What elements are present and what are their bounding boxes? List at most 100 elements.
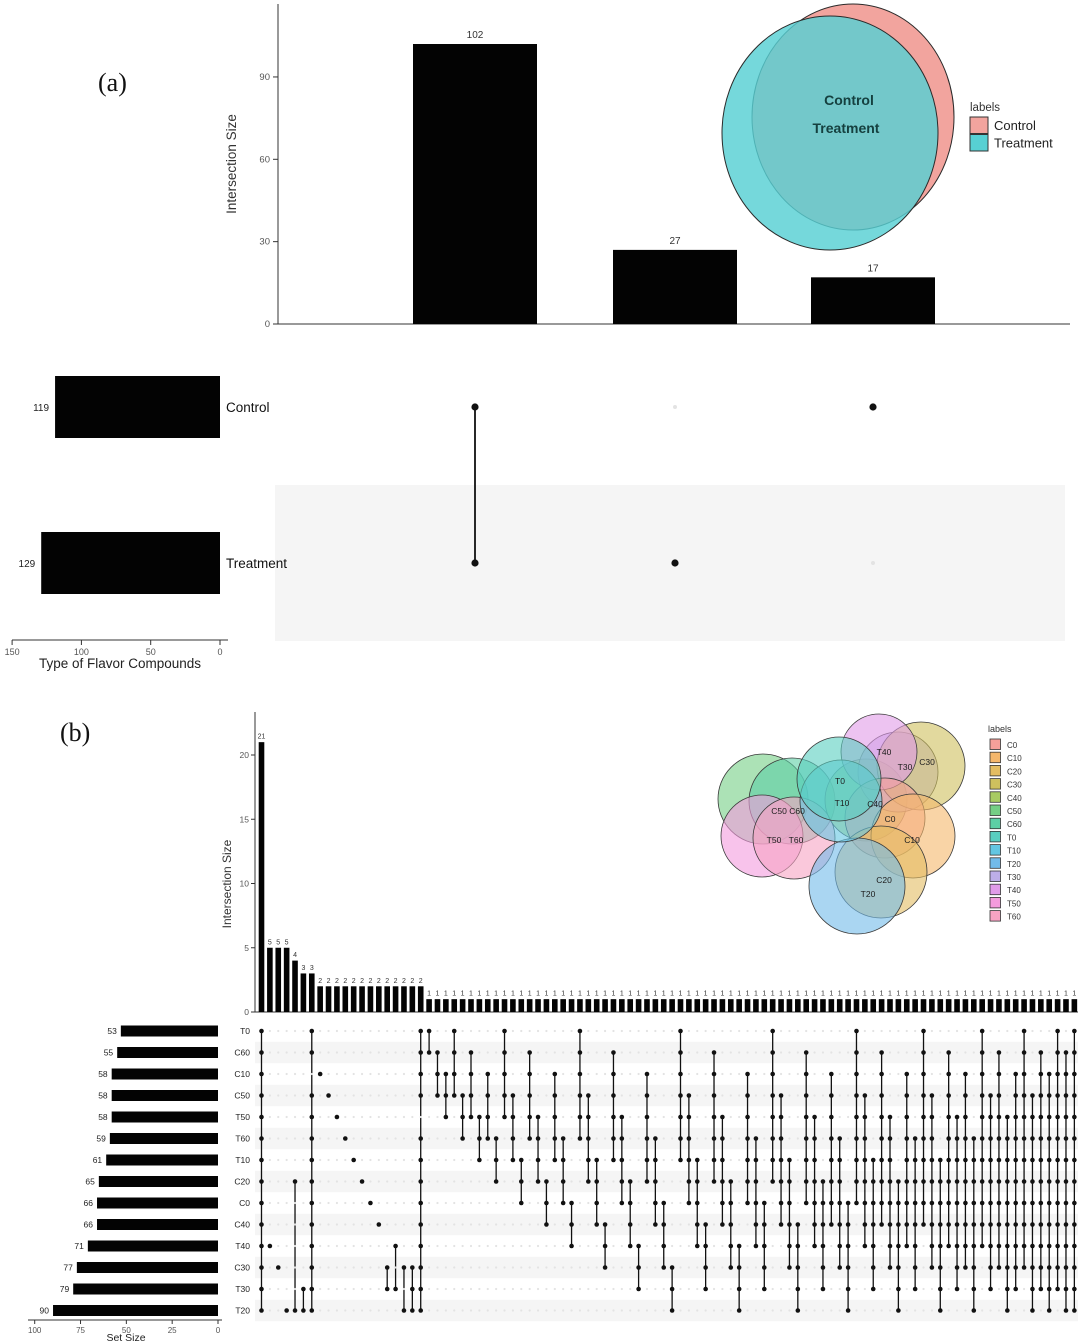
intersection-bar bbox=[401, 986, 407, 1012]
matrix-dot-active bbox=[963, 1136, 968, 1141]
matrix-dot-empty bbox=[444, 1051, 447, 1054]
matrix-dot-active bbox=[778, 1157, 784, 1163]
intersection-bar-value: 1 bbox=[679, 991, 683, 998]
matrix-dot-active bbox=[259, 1265, 264, 1270]
matrix-dot-empty bbox=[964, 1287, 967, 1291]
matrix-dot-active bbox=[611, 1093, 616, 1098]
matrix-dot-active bbox=[493, 1136, 499, 1141]
matrix-dot-empty bbox=[821, 1094, 825, 1097]
matrix-dot-empty bbox=[712, 1244, 716, 1248]
intersection-bar-value: 1 bbox=[670, 991, 674, 998]
legend-entry-label: T20 bbox=[1007, 860, 1021, 869]
matrix-dot-empty bbox=[763, 1051, 766, 1054]
matrix-dot-empty bbox=[779, 1287, 783, 1291]
matrix-dot-empty bbox=[629, 1309, 632, 1312]
matrix-dot-empty bbox=[386, 1158, 389, 1162]
matrix-dot-empty bbox=[855, 1266, 858, 1269]
set-name-label: C30 bbox=[234, 1263, 250, 1273]
matrix-dot-empty bbox=[847, 1029, 850, 1033]
matrix-dot-active bbox=[812, 1136, 817, 1141]
matrix-dot-active bbox=[921, 1050, 926, 1055]
matrix-dot-active bbox=[393, 1286, 398, 1292]
matrix-dot-empty bbox=[872, 1072, 875, 1076]
matrix-dot-empty bbox=[620, 1029, 623, 1033]
intersection-bar bbox=[811, 999, 818, 1012]
matrix-dot-empty bbox=[687, 1309, 690, 1312]
matrix-dot-active bbox=[745, 1136, 750, 1141]
matrix-dot-empty bbox=[369, 1287, 372, 1291]
matrix-dot-empty bbox=[344, 1266, 347, 1269]
intersection-bar bbox=[409, 986, 416, 1012]
matrix-dot-empty bbox=[486, 1266, 489, 1269]
matrix-dot-active bbox=[451, 1093, 457, 1098]
matrix-dot-active bbox=[929, 1222, 935, 1227]
matrix-dot-empty bbox=[293, 1244, 297, 1248]
matrix-dot-active bbox=[720, 1200, 725, 1206]
matrix-dot-empty bbox=[838, 1115, 841, 1119]
matrix-dot-empty bbox=[738, 1094, 741, 1097]
matrix-dot-active bbox=[896, 1308, 901, 1313]
matrix-dot-active bbox=[309, 1050, 315, 1055]
matrix-dot-active bbox=[527, 1114, 532, 1120]
matrix-dot-empty bbox=[654, 1072, 657, 1076]
intersection-bar bbox=[937, 999, 944, 1012]
matrix-dot-active bbox=[1038, 1265, 1044, 1270]
intersection-bar-value: 2 bbox=[343, 978, 347, 985]
matrix-dot-active bbox=[803, 1157, 809, 1163]
matrix-dot-empty bbox=[461, 1223, 464, 1226]
intersection-bar bbox=[1046, 999, 1053, 1012]
matrix-dot-empty bbox=[495, 1309, 498, 1312]
intersection-bar-value: 2 bbox=[385, 978, 389, 985]
matrix-dot-active bbox=[1055, 1265, 1060, 1270]
y-axis-title: Intersection Size bbox=[224, 114, 239, 214]
set-name-label: C20 bbox=[234, 1177, 250, 1187]
matrix-dot-empty bbox=[277, 1287, 280, 1291]
matrix-dot-active bbox=[887, 1136, 893, 1141]
legend-swatch bbox=[989, 738, 1001, 750]
matrix-dot-active bbox=[259, 1157, 264, 1163]
intersection-bar-value: 1 bbox=[561, 991, 565, 998]
matrix-dot-active bbox=[669, 1286, 675, 1292]
matrix-dot-active bbox=[787, 1157, 792, 1163]
matrix-dot-empty bbox=[478, 1180, 481, 1183]
intersection-bar bbox=[660, 999, 667, 1012]
matrix-dot-active bbox=[471, 403, 479, 411]
matrix-dot-empty bbox=[268, 1180, 271, 1183]
intersection-bar-value: 2 bbox=[368, 978, 372, 985]
legend-swatch bbox=[989, 910, 1001, 922]
matrix-dot-empty bbox=[293, 1158, 297, 1162]
matrix-dot-empty bbox=[461, 1266, 464, 1269]
intersection-bar bbox=[644, 999, 650, 1012]
matrix-dot-active bbox=[644, 1071, 650, 1077]
matrix-dot-empty bbox=[327, 1201, 330, 1205]
matrix-dot-active bbox=[1055, 1071, 1060, 1077]
matrix-dot-active bbox=[694, 1243, 700, 1249]
matrix-dot-active bbox=[820, 1200, 826, 1206]
matrix-dot-active bbox=[1038, 1200, 1044, 1206]
matrix-dot-active bbox=[971, 1265, 977, 1270]
intersection-bar bbox=[878, 999, 885, 1012]
matrix-dot-empty bbox=[972, 1051, 975, 1054]
matrix-dot-active bbox=[644, 1179, 650, 1184]
matrix-dot-active bbox=[912, 1136, 918, 1141]
matrix-dot-active bbox=[1013, 1071, 1018, 1077]
matrix-dot-empty bbox=[386, 1029, 389, 1033]
matrix-dot-empty bbox=[914, 1029, 917, 1033]
matrix-dot-empty bbox=[394, 1223, 397, 1226]
matrix-dot-active bbox=[711, 1157, 717, 1163]
matrix-dot-empty bbox=[277, 1094, 280, 1097]
intersection-bar-value: 1 bbox=[570, 991, 574, 998]
matrix-dot-active bbox=[259, 1028, 264, 1034]
matrix-dot-active bbox=[460, 1114, 465, 1120]
matrix-dot-empty bbox=[813, 1309, 816, 1312]
matrix-dot-active bbox=[1038, 1093, 1044, 1098]
matrix-dot-empty bbox=[562, 1309, 565, 1312]
intersection-bar-value: 2 bbox=[318, 978, 322, 985]
matrix-dot-empty bbox=[503, 1201, 506, 1205]
matrix-dot-active bbox=[971, 1308, 977, 1313]
matrix-dot-empty bbox=[578, 1266, 582, 1269]
matrix-dot-active bbox=[929, 1157, 935, 1163]
matrix-dot-active bbox=[518, 1179, 524, 1184]
intersection-bar-value: 1 bbox=[787, 991, 791, 998]
matrix-dot-empty bbox=[872, 1029, 875, 1033]
